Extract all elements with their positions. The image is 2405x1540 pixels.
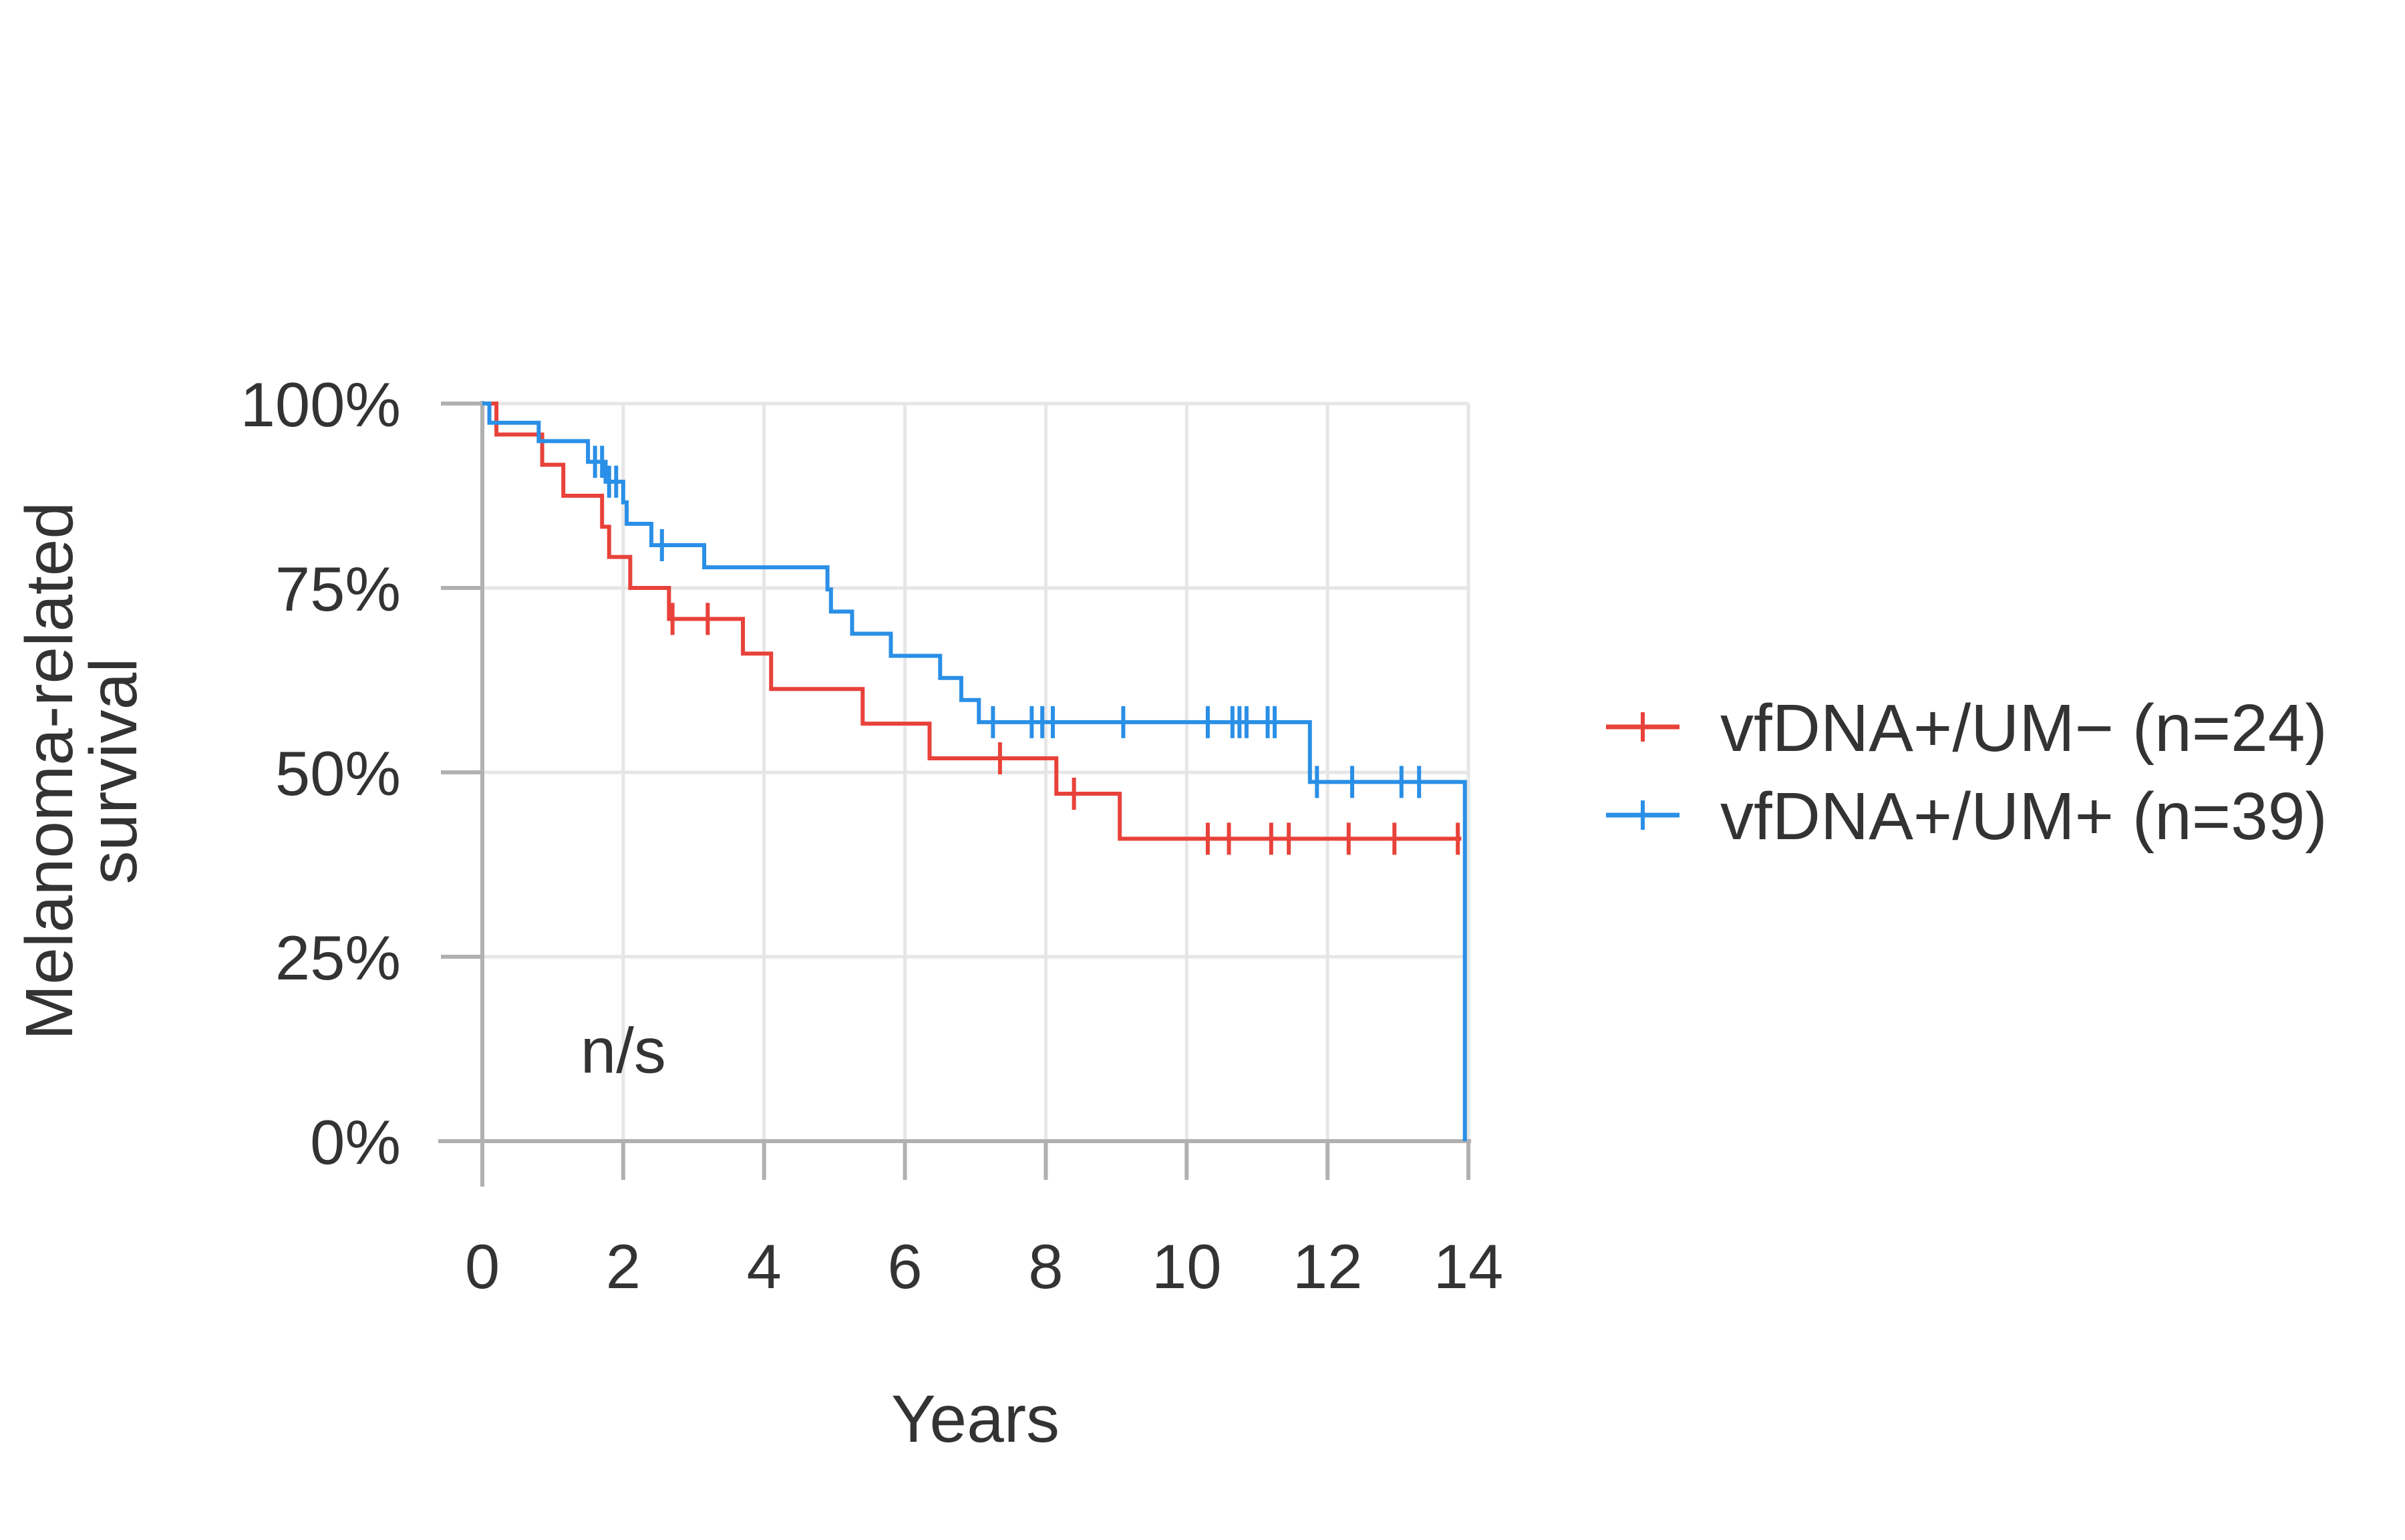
x-tick-label: 12: [1293, 1231, 1363, 1301]
legend-label: vfDNA+/UM+ (n=39): [1720, 779, 2328, 854]
x-tick-label: 4: [747, 1231, 782, 1301]
series-layer: [482, 402, 1467, 1141]
y-tick-label: 0%: [310, 1107, 401, 1177]
y-tick-label: 50%: [275, 738, 401, 808]
x-axis-title: Years: [891, 1382, 1060, 1456]
x-tick-label: 6: [887, 1231, 922, 1301]
series-0: [482, 402, 1462, 855]
x-tick-label: 10: [1152, 1231, 1222, 1301]
series-1: [482, 402, 1467, 1141]
x-tick-label: 8: [1028, 1231, 1063, 1301]
y-axis-title-line: survival: [76, 658, 151, 885]
significance-annotation: n/s: [581, 1016, 666, 1087]
legend-item: vfDNA+/UM+ (n=39): [1606, 779, 2328, 854]
x-tick-label: 0: [465, 1231, 500, 1301]
y-axis-title-line: Melanoma-related: [12, 502, 87, 1040]
legend-label: vfDNA+/UM− (n=24): [1720, 691, 2328, 766]
axis-layer: [438, 401, 1471, 1187]
text-layer: 0 2 4 6 8 10 12 14 0% 25% 50% 75% 100% Years Melanoma-…: [12, 369, 1503, 1456]
y-tick-label: 75%: [275, 554, 401, 624]
y-tick-label: 100%: [240, 369, 401, 440]
x-tick-label: 14: [1434, 1231, 1504, 1301]
x-tick-label: 2: [606, 1231, 641, 1301]
grid-layer: [482, 402, 1470, 1141]
survival-curve: [482, 402, 1467, 1141]
survival-curve: [482, 402, 1462, 841]
y-tick-label: 25%: [275, 923, 401, 993]
legend: vfDNA+/UM− (n=24) vfDNA+/UM+ (n=39): [1606, 691, 2328, 854]
legend-item: vfDNA+/UM− (n=24): [1606, 691, 2328, 766]
